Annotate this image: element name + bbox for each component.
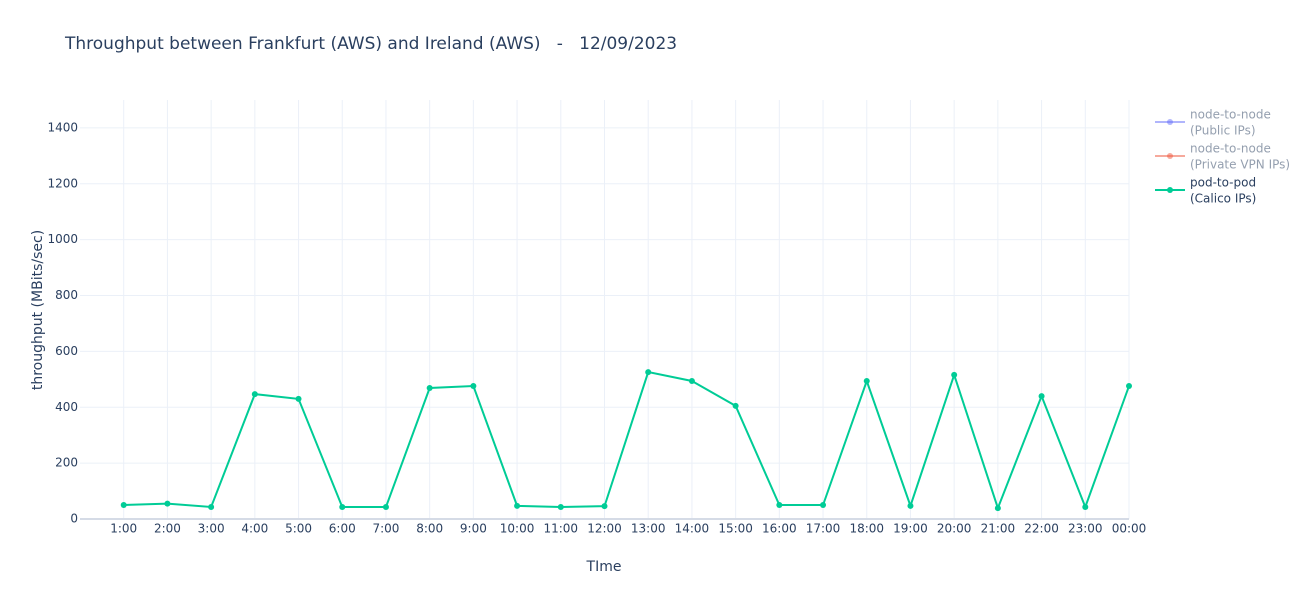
y-axis-title: throughput (MBits/sec) (30, 230, 46, 390)
x-tick-label: 10:00 (500, 522, 535, 536)
chart-title: Throughput between Frankfurt (AWS) and I… (64, 34, 677, 54)
x-tick-label: 8:00 (416, 522, 443, 536)
data-point (732, 402, 739, 409)
y-tick-label: 600 (55, 344, 78, 358)
x-tick-label: 12:00 (587, 522, 622, 536)
x-tick-label: 3:00 (198, 522, 225, 536)
data-point (601, 503, 608, 510)
legend-label: node-to-node (1190, 142, 1271, 156)
series-line (123, 370, 1130, 512)
y-tick-label: 200 (55, 456, 78, 470)
data-point (688, 378, 695, 385)
x-tick-label: 1:00 (110, 522, 137, 536)
legend-marker (1167, 187, 1173, 193)
data-point (470, 383, 477, 390)
x-tick-label: 11:00 (543, 522, 578, 536)
data-point (820, 502, 827, 509)
x-tick-label: 14:00 (675, 522, 710, 536)
data-point (907, 502, 914, 509)
data-point (164, 500, 171, 507)
data-point (1038, 393, 1045, 400)
legend-label: (Calico IPs) (1190, 192, 1256, 206)
data-point (1082, 503, 1089, 510)
legend-label: (Private VPN IPs) (1190, 158, 1290, 172)
y-tick-label: 1200 (47, 176, 78, 190)
x-tick-label: 23:00 (1068, 522, 1103, 536)
x-tick-label: 16:00 (762, 522, 797, 536)
data-point (776, 502, 783, 509)
data-point (994, 505, 1001, 512)
data-point (645, 369, 652, 376)
legend-marker (1167, 153, 1173, 159)
data-point (208, 503, 215, 510)
x-tick-label: 22:00 (1024, 522, 1059, 536)
data-point (1126, 383, 1132, 390)
y-tick-label: 1400 (47, 120, 78, 134)
data-point (951, 371, 958, 378)
data-point (863, 378, 870, 385)
y-tick-label: 0 (70, 512, 78, 526)
x-tick-label: 20:00 (937, 522, 972, 536)
x-tick-label: 13:00 (631, 522, 666, 536)
data-point (382, 503, 389, 510)
data-point (557, 503, 564, 510)
data-point (120, 502, 127, 509)
legend-label: node-to-node (1190, 108, 1271, 122)
y-tick-label: 400 (55, 400, 78, 414)
x-tick-label: 2:00 (154, 522, 181, 536)
data-point (295, 395, 302, 402)
x-axis-title: TIme (586, 559, 622, 575)
legend-label: (Public IPs) (1190, 124, 1256, 138)
legend-label: pod-to-pod (1190, 176, 1256, 190)
x-tick-label: 21:00 (981, 522, 1016, 536)
data-point (339, 503, 346, 510)
x-tick-label: 15:00 (718, 522, 753, 536)
x-tick-label: 5:00 (285, 522, 312, 536)
x-tick-label: 9:00 (460, 522, 487, 536)
data-point (426, 384, 433, 391)
data-point (514, 502, 521, 509)
x-tick-label: 17:00 (806, 522, 841, 536)
legend-marker (1167, 119, 1173, 125)
x-tick-label: 00:00 (1112, 522, 1147, 536)
x-tick-label: 4:00 (241, 522, 268, 536)
data-point (251, 391, 258, 398)
x-tick-label: 18:00 (849, 522, 884, 536)
y-tick-label: 1000 (47, 232, 78, 246)
y-tick-label: 800 (55, 288, 78, 302)
x-tick-label: 6:00 (329, 522, 356, 536)
x-tick-label: 7:00 (372, 522, 399, 536)
x-tick-label: 19:00 (893, 522, 928, 536)
